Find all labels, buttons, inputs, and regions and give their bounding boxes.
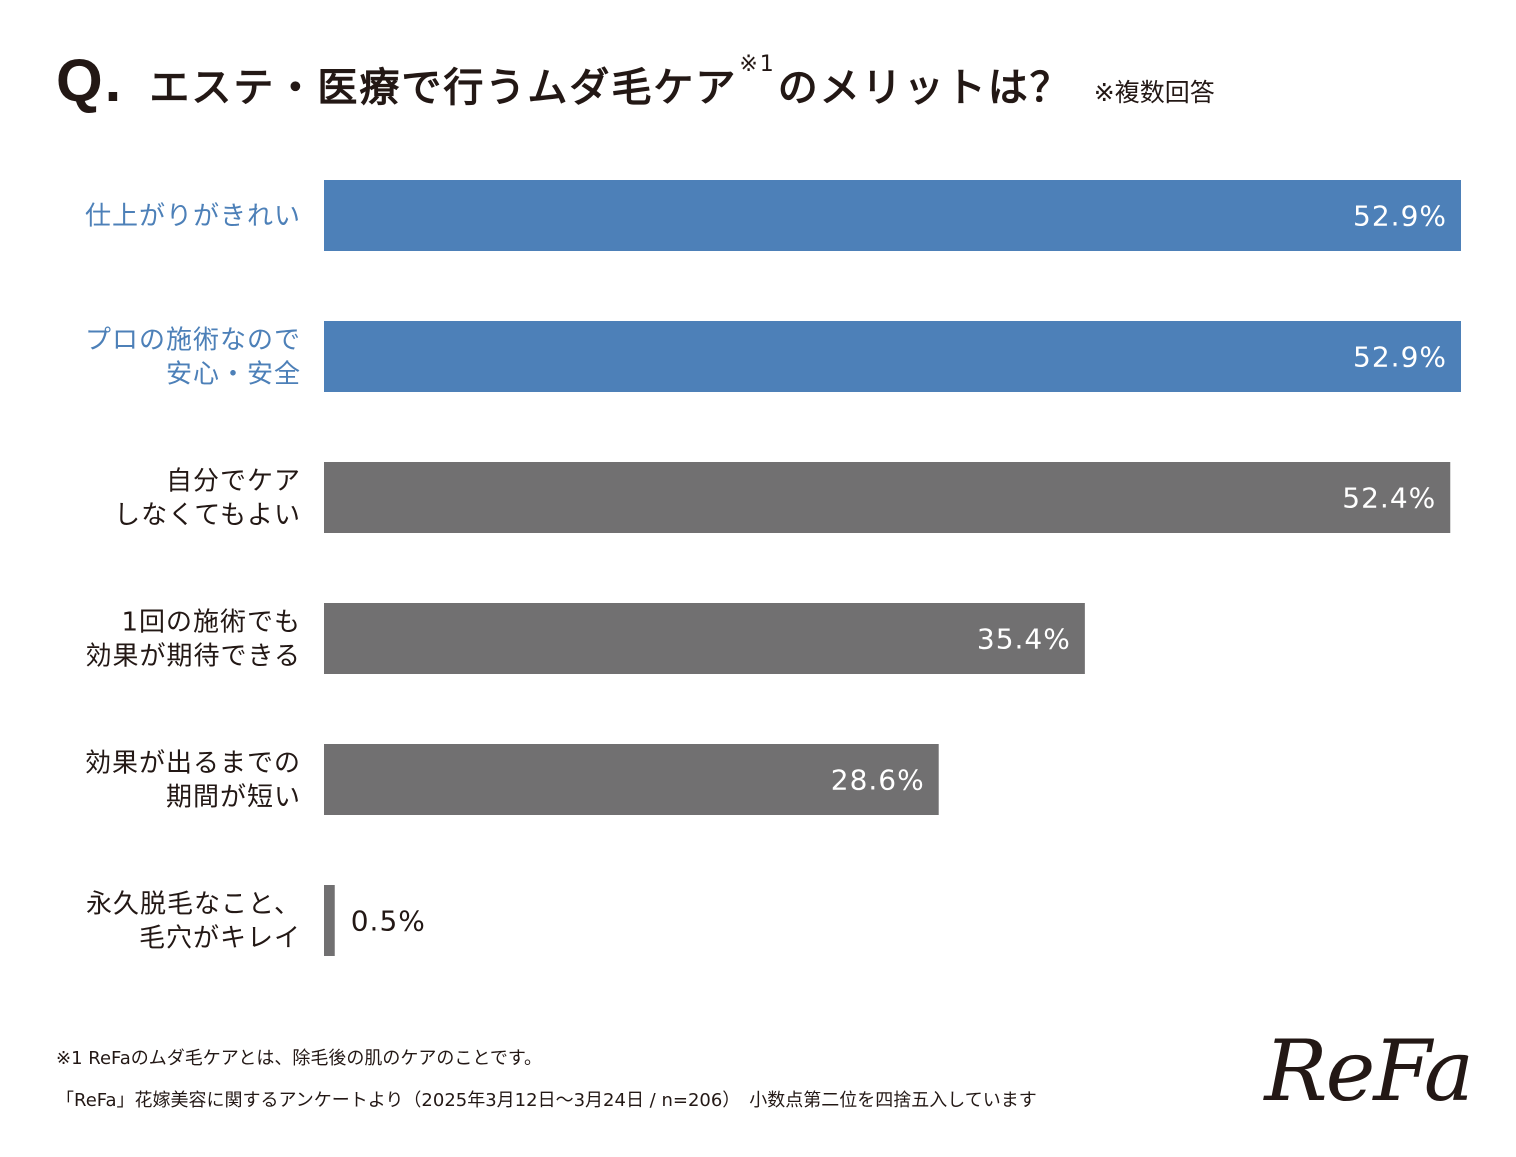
question-text: エステ・医療で行うムダ毛ケア※1のメリットは？: [149, 51, 1072, 113]
bar-4: [324, 603, 1085, 674]
category-label-3-line-1: 自分でケア: [166, 467, 301, 497]
value-label-6: 0.5%: [351, 905, 426, 938]
value-label-1: 52.9%: [1353, 200, 1447, 233]
bar-6: [324, 885, 335, 956]
category-label-1-line-1: 仕上がりがきれい: [85, 202, 301, 232]
value-label-4: 35.4%: [977, 623, 1071, 656]
category-label-5-line-2: 期間が短い: [166, 783, 301, 813]
bar-1: [324, 180, 1461, 251]
value-label-5: 28.6%: [831, 764, 925, 797]
question-mark: Q.: [56, 47, 124, 114]
survey-source: 「ReFa」花嫁美容に関するアンケートより（2025年3月12日〜3月24日 /…: [56, 1090, 1037, 1111]
footnote-1: ※1 ReFaのムダ毛ケアとは、除毛後の肌のケアのことです。: [56, 1048, 543, 1069]
question-text-end: のメリットは？: [777, 65, 1072, 111]
value-label-3: 52.4%: [1342, 482, 1436, 515]
category-label-2-line-2: 安心・安全: [166, 360, 301, 390]
category-label-6-line-1: 永久脱毛なこと、: [86, 890, 301, 920]
refa-logo: ReFa: [1264, 1022, 1474, 1120]
category-label-3-line-2: しなくてもよい: [114, 501, 301, 531]
value-label-2: 52.9%: [1353, 341, 1447, 374]
multiple-answers-note: ※複数回答: [1093, 78, 1215, 107]
bar-5: [324, 744, 939, 815]
bar-3: [324, 462, 1451, 533]
category-label-6-line-2: 毛穴がキレイ: [139, 924, 301, 954]
question-note-mark: ※1: [739, 51, 776, 77]
question-title: Q. エステ・医療で行うムダ毛ケア※1のメリットは？ ※複数回答: [56, 46, 1215, 116]
category-label-2-line-1: プロの施術なので: [85, 326, 301, 356]
category-label-4-line-1: 1回の施術でも: [121, 608, 301, 638]
question-text-main: エステ・医療で行うムダ毛ケア: [149, 65, 738, 111]
category-label-4-line-2: 効果が期待できる: [86, 642, 301, 672]
bar-2: [324, 321, 1461, 392]
category-label-5-line-1: 効果が出るまでの: [85, 749, 301, 779]
